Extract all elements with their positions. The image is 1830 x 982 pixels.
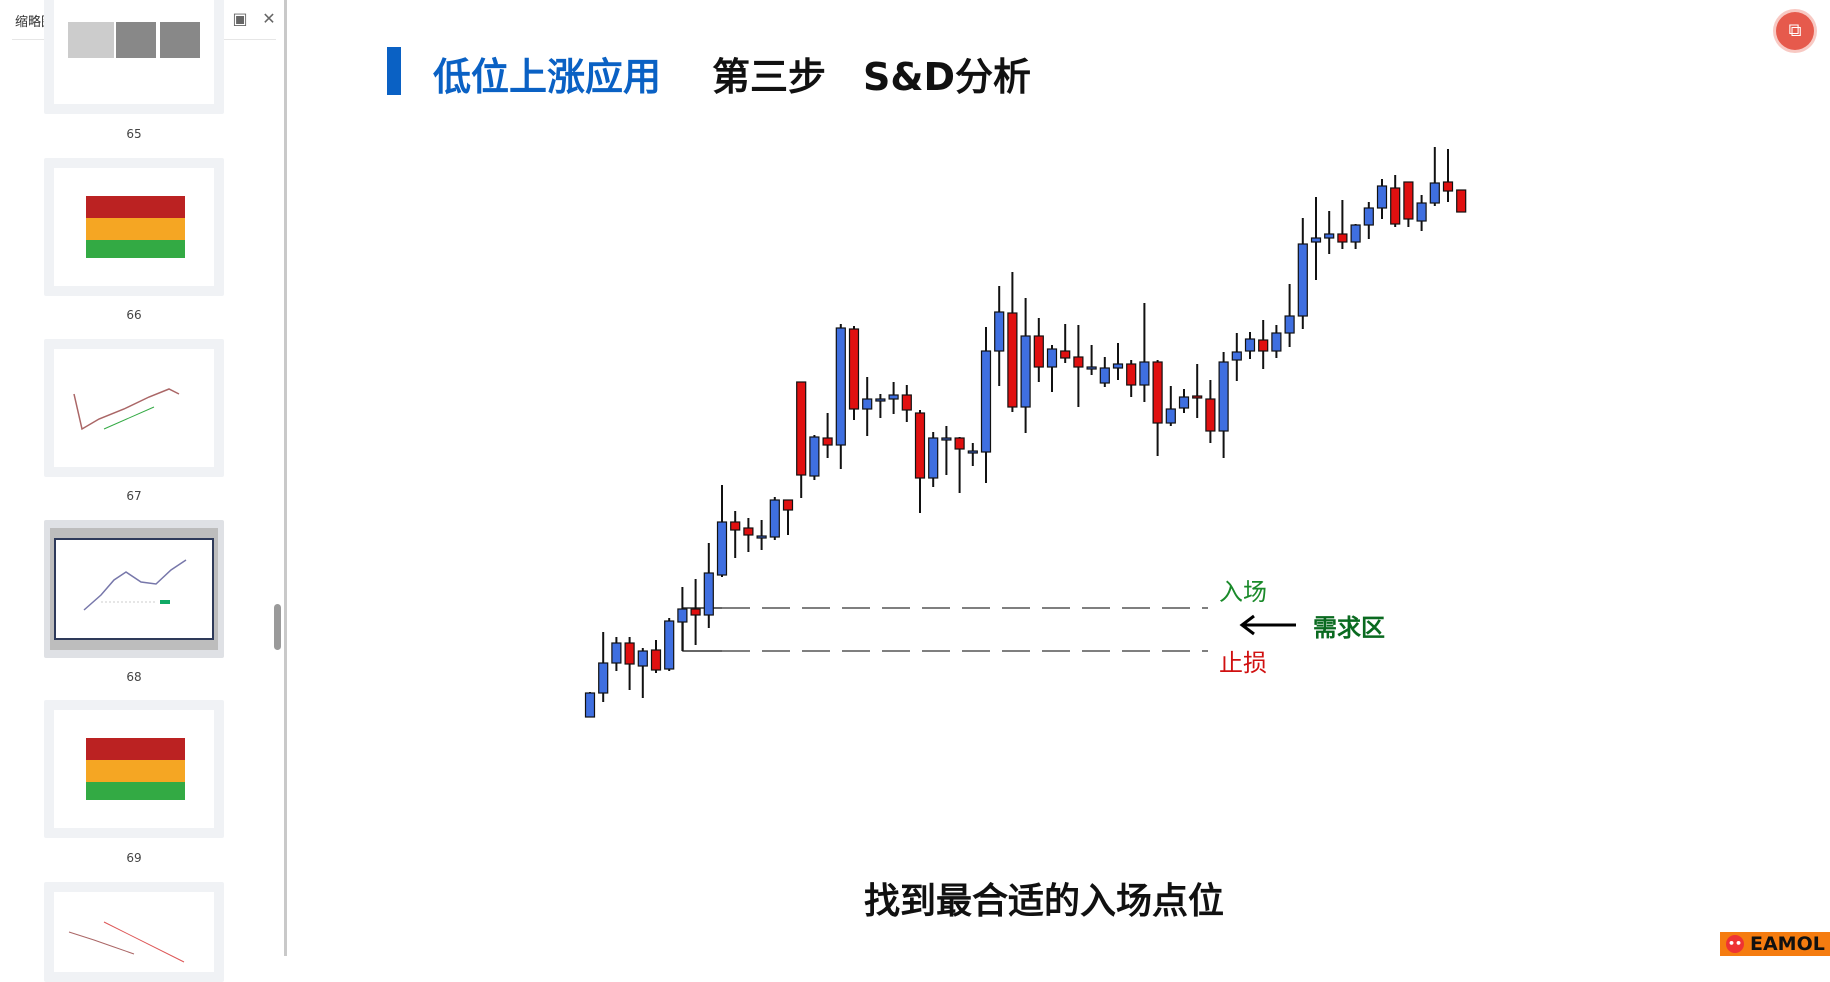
candle-up [875,398,886,402]
candle-down [743,527,754,536]
candle-up [862,398,873,410]
candle-up [1218,361,1229,432]
candle-up [1020,335,1031,408]
candle-up [1363,207,1374,226]
candle-down [901,394,912,411]
candle-up [1165,408,1176,424]
candle-down [1073,356,1084,368]
title-accent-bar [387,47,401,95]
candle-up [1178,396,1190,409]
candle-up [677,608,688,623]
candle-up [1086,366,1097,370]
page-number: 68 [126,670,142,684]
slide-topic: S&D分析 [863,55,1032,99]
candle-up [1350,224,1361,243]
candle-up [835,327,846,446]
slide-step: 第三步 [712,55,827,99]
candle-up [1139,361,1150,386]
candle-down [822,437,833,446]
candle-up [994,311,1005,352]
candle-down [624,642,635,665]
screen-capture-icon[interactable]: ⧉ [1776,12,1814,50]
candle-up [1297,243,1308,317]
candle-up [664,620,675,670]
candle-down [1337,233,1348,243]
candle-up [1244,338,1256,352]
slide-caption: 找到最合适的入场点位 [863,881,1224,922]
page-number: 66 [126,308,142,322]
candle-down [730,521,741,531]
page-thumbnail-67[interactable] [44,339,224,477]
entry-label: 入场 [1219,578,1267,606]
candle-up [611,642,622,664]
candle-up [584,692,596,718]
candle-down [1258,339,1269,352]
candle-down [650,649,662,671]
page-thumbnail-69[interactable] [44,700,224,838]
candle-up [703,572,714,616]
candle-up [769,499,780,538]
candle-down [848,328,860,410]
candle-down [1456,189,1467,213]
close-icon[interactable]: ✕ [262,9,276,28]
candle-up [1099,367,1110,384]
candle-up [941,437,952,441]
brand-name: EAMOL [1750,933,1825,955]
brand-logo: •• EAMOL [1720,932,1830,956]
candle-down [954,437,965,450]
demand-zone-label: 需求区 [1313,614,1385,642]
candle-down [1390,187,1401,225]
candle-down [914,412,926,479]
candle-up [598,662,609,694]
thumbnail-settings-icon[interactable]: ▣ [232,9,248,28]
candle-up [888,394,899,400]
candlestick-chart [584,147,1467,718]
candle-down [782,499,794,511]
candle-down [1033,335,1044,368]
candle-up [637,650,648,667]
candle-down [1192,395,1203,399]
sidebar-scrollbar[interactable] [274,604,281,650]
thumbnail-sidebar: 缩略图 ▣ ✕ 65 66 67 68 69 [0,0,287,982]
page-number: 69 [126,851,142,865]
candle-down [1007,312,1018,408]
candle-up [1324,233,1335,239]
candle-up [1376,185,1388,209]
page-thumbnail-68[interactable] [44,520,224,658]
candle-down [1403,181,1414,220]
candle-up [980,350,992,453]
candle-down [1126,363,1137,386]
arrow-left-icon [1239,614,1255,636]
candle-down [1152,361,1163,424]
candle-up [809,436,820,477]
candle-up [1429,182,1440,204]
candle-up [967,450,978,454]
candle-up [928,437,939,479]
candle-down [1060,350,1071,359]
candle-up [756,535,767,539]
candle-down [1205,398,1216,432]
slide-title: 低位上涨应用 [433,55,662,99]
candle-up [1046,348,1058,368]
candle-up [1231,351,1242,361]
candle-up [716,521,728,576]
stop-loss-label: 止损 [1219,649,1267,677]
candle-up [1271,332,1282,352]
page-thumbnail-66[interactable] [44,158,224,296]
page-number: 65 [126,127,142,141]
candle-up [1112,363,1124,369]
candle-down [796,381,807,476]
robot-icon: •• [1726,935,1744,953]
page-number: 67 [126,489,142,503]
page-thumbnail-65[interactable] [44,0,224,114]
candle-down [1442,181,1454,192]
candle-up [1310,237,1322,243]
candle-down [690,608,701,616]
candle-up [1284,315,1295,334]
candle-up [1416,202,1427,222]
stop-bracket [682,608,722,652]
